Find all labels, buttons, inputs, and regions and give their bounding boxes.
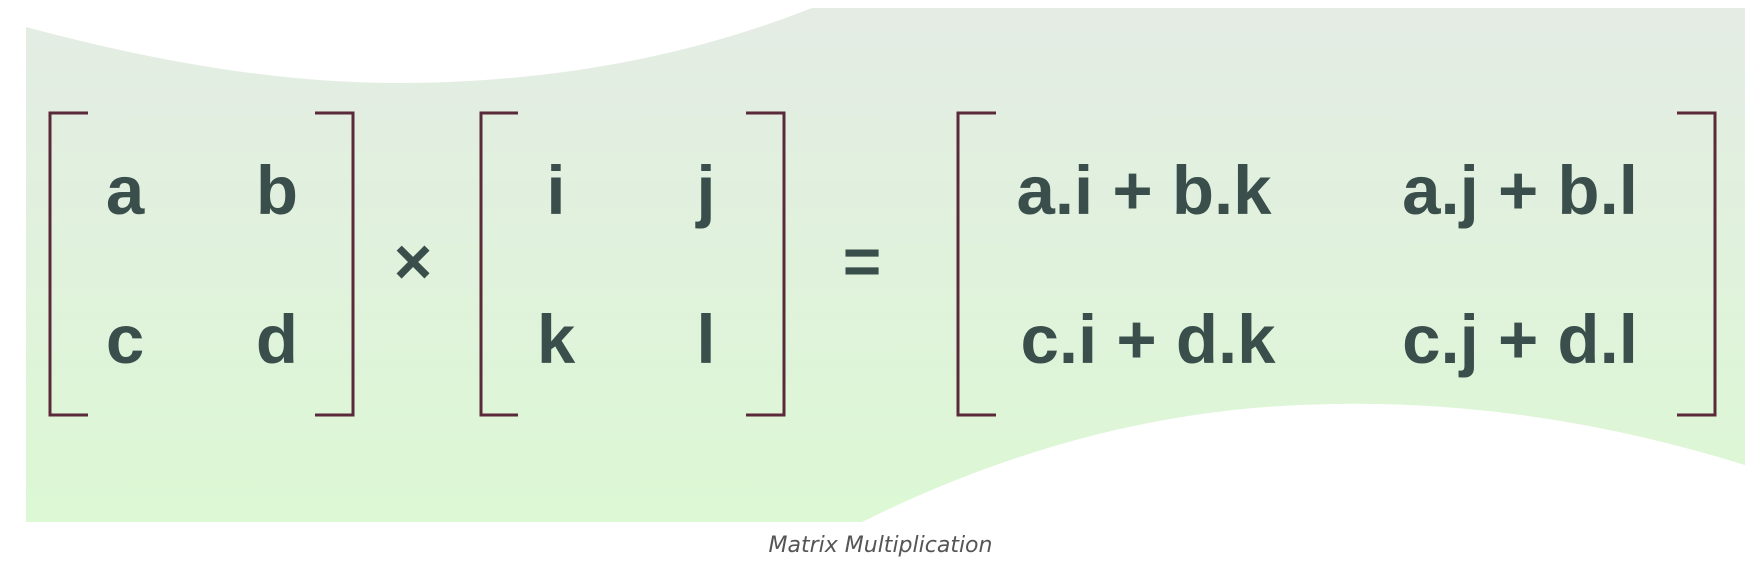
result-matrix-entry: c.j + d.l [1402,301,1638,378]
multiply-symbol: × [394,224,433,298]
matrix-a-entry: a [106,152,145,229]
matrix-b-right-bracket [746,111,786,417]
matrix-b-entry: i [546,152,565,229]
figure-caption: Matrix Multiplication [768,533,993,558]
matrix-a-left-bracket [48,111,88,417]
matrix-b-entry: l [696,301,715,378]
matrix-a-entry: c [106,301,144,378]
matrix-b-left-bracket [479,111,518,417]
equals-symbol: = [843,224,882,298]
matrix-b: i j k l [479,111,786,417]
background-wave [26,8,1745,522]
result-matrix: a.i + b.k a.j + b.l c.i + d.k c.j + d.l [956,111,1717,417]
result-matrix-entry: a.i + b.k [1016,152,1272,229]
result-matrix-right-bracket [1677,111,1717,417]
matrix-b-entry: k [537,301,576,378]
result-matrix-entry: c.i + d.k [1020,301,1276,378]
matrix-a-entry: b [256,152,298,229]
matrix-b-entry: j [694,152,715,229]
result-matrix-entry: a.j + b.l [1402,152,1638,229]
matrix-a: a b c d [48,111,355,417]
matrix-a-right-bracket [315,111,355,417]
matrix-a-entry: d [256,301,298,378]
result-matrix-left-bracket [956,111,996,417]
